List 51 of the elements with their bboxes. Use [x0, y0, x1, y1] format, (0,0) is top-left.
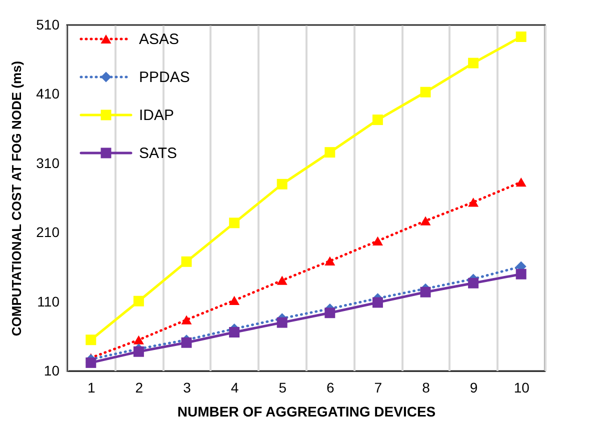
point — [229, 327, 240, 338]
point — [276, 317, 288, 328]
x-tick-label: 2 — [135, 380, 144, 396]
x-tick-label: 7 — [374, 380, 382, 396]
x-tick-label: 4 — [230, 380, 239, 396]
point — [372, 236, 383, 246]
point — [181, 337, 192, 348]
point — [181, 256, 192, 267]
x-tick-label: 3 — [183, 380, 192, 396]
y-tick-label: 510 — [36, 16, 60, 32]
y-tick-label: 410 — [36, 86, 60, 102]
legend-label: ASAS — [139, 31, 180, 48]
y-tick-label: 110 — [37, 293, 60, 310]
x-axis-title: NUMBER OF AGGREGATING DEVICES — [177, 404, 436, 420]
point — [516, 268, 526, 280]
y-tick-label: 210 — [36, 224, 60, 240]
point — [276, 178, 288, 190]
point — [86, 334, 96, 346]
point — [468, 278, 479, 288]
point — [133, 346, 144, 357]
x-tick-label: 8 — [422, 380, 430, 396]
x-tick-label: 10 — [514, 380, 530, 396]
legend-label: IDAP — [139, 107, 174, 124]
y-tick-label: 310 — [36, 154, 60, 171]
x-tick-label: 1 — [88, 380, 96, 396]
x-tick-label: 6 — [326, 380, 334, 396]
y-tick-label: 10 — [44, 362, 60, 378]
point — [420, 216, 431, 226]
point — [516, 32, 526, 42]
point — [133, 335, 144, 344]
legend-label: PPDAS — [139, 69, 190, 86]
point — [229, 296, 240, 305]
legend-label: SATS — [139, 145, 178, 162]
point — [468, 58, 479, 68]
point — [133, 296, 144, 306]
x-tick-label: 5 — [278, 380, 287, 396]
point — [324, 256, 336, 266]
point — [276, 276, 288, 285]
y-axis-title: COMPUTATIONAL COST AT FOG NODE (ms) — [9, 60, 24, 336]
point — [372, 297, 383, 308]
point — [86, 357, 96, 368]
point — [181, 315, 192, 324]
point — [324, 308, 336, 318]
point — [516, 178, 526, 187]
x-tick-label: 9 — [470, 380, 478, 396]
point — [324, 147, 336, 158]
point — [372, 114, 383, 126]
point — [468, 198, 479, 207]
point — [229, 218, 240, 228]
point — [420, 86, 431, 98]
point — [420, 286, 431, 298]
